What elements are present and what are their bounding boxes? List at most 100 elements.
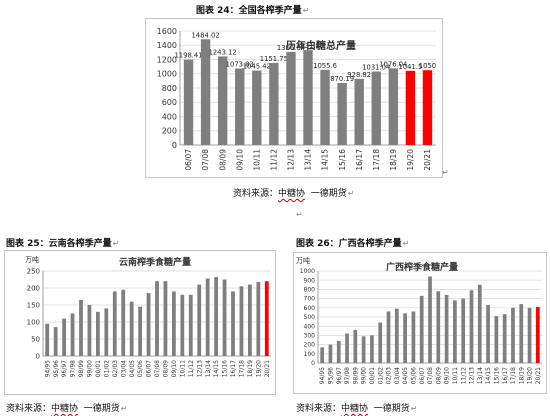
- x-tick-label: 17/18: [510, 367, 517, 384]
- bar-14-15: [486, 305, 490, 363]
- bar-08-09: [163, 281, 168, 356]
- y-tick-label: 600: [162, 98, 177, 107]
- bar-95-96: [53, 327, 58, 356]
- x-tick-label: 10/11: [179, 360, 186, 377]
- x-tick-label: 96/97: [61, 360, 68, 377]
- data-label: 1055.6: [313, 62, 337, 70]
- chart-national: 0 200 400 600 800 1000 1200 1400 1600 06/07 1198.4…: [145, 18, 443, 178]
- x-tick-label: 94/95: [44, 360, 51, 377]
- bar-06-07: [419, 295, 424, 363]
- bar-00-01: [370, 335, 374, 363]
- y-tick-label: 200: [27, 284, 40, 292]
- bar-18-19: [247, 284, 252, 356]
- y-tick-label: 200: [304, 342, 316, 349]
- source-line-25: 资料来源：中糖协 一德期货↵: [6, 401, 127, 414]
- chart-yunnan: 0 50 100 150 200 250 万吨 94/95 95/96 96/97 97/98 98/…: [4, 250, 276, 395]
- bar-94-95: [320, 347, 325, 363]
- x-tick-label: 19/20: [527, 367, 534, 384]
- x-tick-label: 14/15: [321, 149, 330, 171]
- source-suffix: 一德期货: [373, 404, 410, 414]
- x-tick-label: 99/00: [361, 367, 368, 384]
- x-tick-label: 07/08: [154, 360, 161, 377]
- bar-11-12: [461, 298, 466, 363]
- y-tick-label: 1000: [300, 268, 315, 275]
- y-tick-label: 400: [304, 323, 316, 330]
- y-tick-label: 0: [311, 360, 315, 367]
- chart-guangxi: 0 100 200 300 400 500 600 700 800 900 1000 万吨 94/95 9…: [293, 252, 547, 394]
- y-tick-label: 150: [27, 301, 40, 309]
- bar-03-04: [121, 289, 126, 356]
- y-tick-label: 250: [27, 267, 40, 275]
- y-tick-label: 0: [172, 141, 177, 150]
- bar-12-13: [197, 284, 202, 356]
- source-suffix: 一德期货: [83, 404, 120, 414]
- data-label: 1484.02: [192, 31, 220, 39]
- x-tick-label: 16/17: [502, 367, 509, 384]
- x-tick-label: 16/17: [230, 360, 237, 377]
- bar-97-98: [345, 333, 349, 363]
- data-label: 1331.8: [296, 42, 320, 50]
- data-label: 1031.04: [362, 64, 390, 72]
- bar-07-08: [200, 39, 211, 145]
- bar-20-21: [535, 306, 540, 363]
- x-tick-label: 18/19: [247, 360, 254, 377]
- y-tick-label: 500: [304, 314, 316, 321]
- x-tick-label: 06/07: [146, 360, 153, 377]
- bar-15-16: [222, 279, 227, 356]
- bar-13-14: [303, 50, 313, 145]
- x-tick-label: 07/08: [427, 367, 434, 384]
- source-line-24: 资料来源：中糖协 一德期货↵: [233, 186, 354, 199]
- bar-18-19: [519, 304, 524, 363]
- x-tick-label: 17/18: [372, 149, 381, 171]
- source-org: 中糖协: [51, 404, 79, 414]
- bar-05-06: [138, 306, 143, 356]
- x-tick-label: 15/16: [338, 149, 347, 171]
- x-tick-label: 06/07: [184, 149, 193, 171]
- figure-title-24: 图表 24：全国各榨季产量↵: [196, 3, 309, 16]
- x-tick-label: 98/99: [78, 360, 85, 377]
- paragraph-mark-icon: ↵: [442, 168, 449, 177]
- x-tick-label: 09/10: [444, 367, 451, 384]
- bar-04-05: [129, 301, 134, 356]
- x-tick-label: 20/21: [535, 367, 542, 384]
- x-tick-label: 20/21: [264, 360, 271, 377]
- bar-95-96: [328, 344, 333, 363]
- bar-10-11: [180, 294, 185, 356]
- bar-18-19: [388, 68, 399, 145]
- chart-title: 历年白糖总产量: [286, 39, 356, 52]
- bar-17-18: [511, 307, 515, 363]
- bar-08-09: [436, 291, 441, 363]
- bar-16-17: [502, 314, 507, 363]
- bar-08-09: [217, 56, 228, 145]
- x-tick-label: 11/12: [269, 149, 278, 171]
- x-tick-label: 18/19: [518, 367, 525, 384]
- x-tick-label: 08/09: [435, 367, 442, 384]
- bar-12-13: [286, 51, 296, 145]
- x-tick-label: 13/14: [477, 367, 484, 384]
- y-tick-label: 300: [304, 333, 316, 340]
- bar-09-10: [171, 291, 176, 356]
- bar-16-17: [231, 291, 235, 356]
- bar-20-21: [422, 70, 433, 145]
- x-tick-label: 09/10: [235, 149, 244, 171]
- x-tick-label: 19/20: [406, 149, 415, 171]
- source-prefix: 资料来源：: [6, 404, 52, 414]
- y-tick-label: 600: [304, 305, 316, 312]
- paragraph-mark-icon: ↵: [410, 404, 418, 413]
- bar-14-15: [214, 277, 219, 356]
- x-tick-label: 18/19: [389, 149, 398, 171]
- bar-06-07: [146, 293, 151, 356]
- x-tick-label: 08/09: [163, 360, 170, 377]
- x-tick-label: 13/14: [205, 360, 212, 377]
- y-axis-unit-label: 万吨: [25, 255, 39, 264]
- paragraph-mark-icon: ↵: [347, 189, 355, 198]
- bar-96-97: [336, 340, 341, 363]
- paragraph-mark-icon: ↵: [112, 239, 120, 248]
- bar-13-14: [205, 278, 210, 356]
- figure-title-26: 图表 26：广西各榨季产量↵: [296, 236, 409, 249]
- y-tick-label: 100: [27, 318, 40, 326]
- x-tick-label: 95/96: [53, 360, 60, 377]
- x-tick-label: 05/06: [137, 360, 144, 377]
- x-tick-label: 12/13: [196, 360, 203, 377]
- bar-12-13: [469, 290, 474, 363]
